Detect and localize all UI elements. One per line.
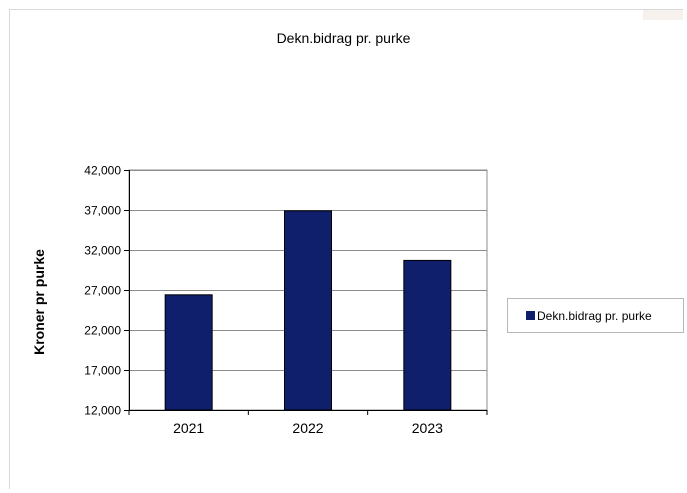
bar bbox=[403, 259, 452, 411]
bar bbox=[284, 210, 332, 411]
y-tick-label: 37,000 bbox=[84, 204, 121, 218]
y-tick-label: 17,000 bbox=[84, 364, 121, 378]
legend-label: Dekn.bidrag pr. purke bbox=[537, 308, 652, 323]
y-tick-label: 42,000 bbox=[84, 164, 121, 178]
chart-title: Dekn.bidrag pr. purke bbox=[276, 30, 411, 46]
x-tick-label: 2021 bbox=[173, 420, 204, 436]
y-tick-label: 12,000 bbox=[84, 404, 121, 418]
y-tick-label: 32,000 bbox=[84, 244, 121, 258]
chart-frame bbox=[9, 9, 683, 489]
frame-corner bbox=[643, 10, 683, 20]
x-tick-label: 2022 bbox=[292, 420, 323, 436]
x-tick-label: 2023 bbox=[412, 420, 443, 436]
legend: Dekn.bidrag pr. purke bbox=[507, 298, 684, 333]
y-tick-label: 22,000 bbox=[84, 324, 121, 338]
bar bbox=[164, 294, 213, 411]
y-tick-label: 27,000 bbox=[84, 284, 121, 298]
legend-swatch bbox=[526, 311, 535, 320]
y-axis-label: Kroner pr purke bbox=[31, 249, 47, 355]
